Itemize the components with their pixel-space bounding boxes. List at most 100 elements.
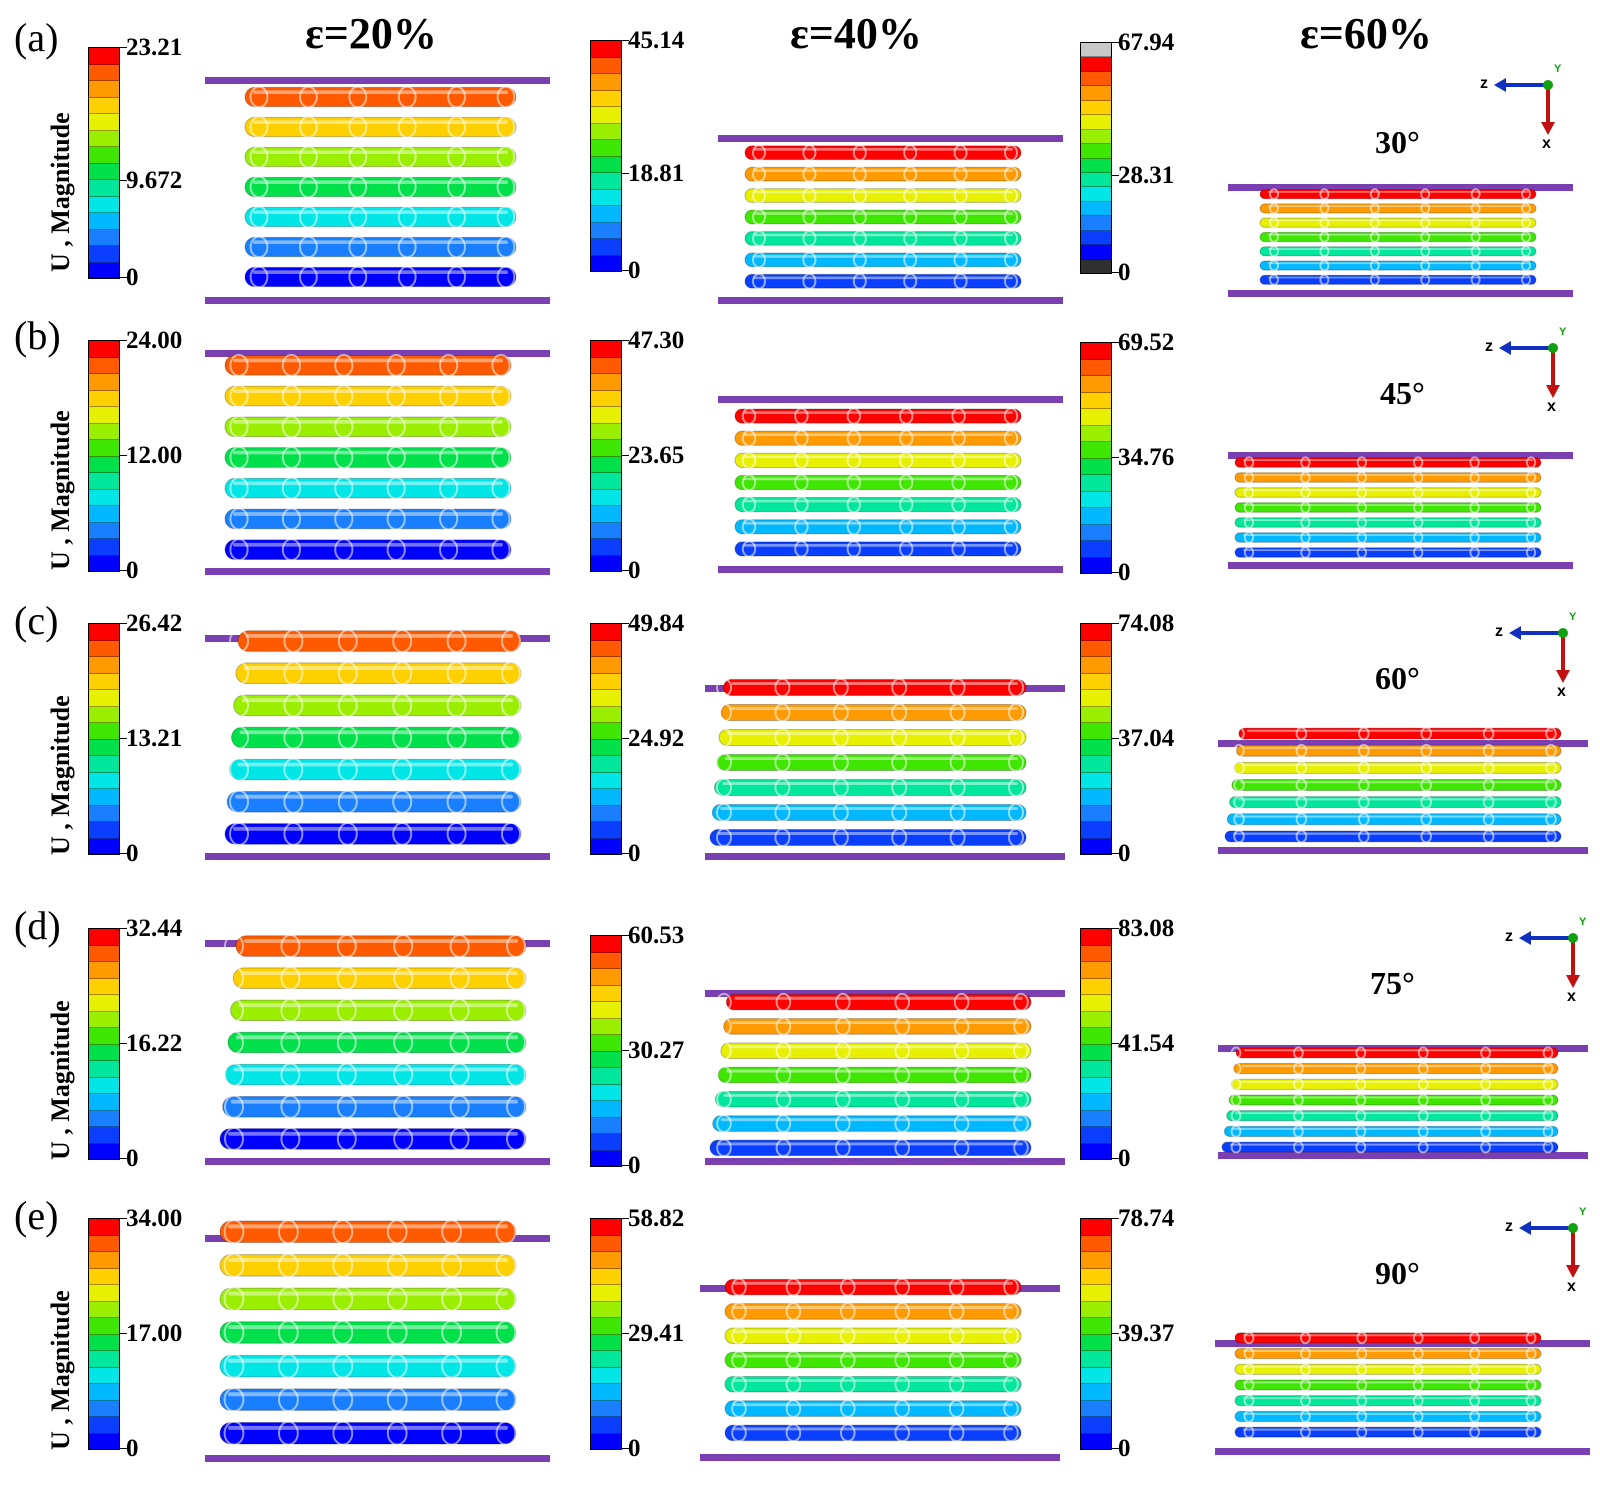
color-bar-segment bbox=[591, 140, 621, 157]
angle-label: 90° bbox=[1375, 1255, 1420, 1291]
strand-highlight bbox=[253, 270, 508, 274]
strand-loop bbox=[1469, 546, 1480, 559]
strand-highlight bbox=[1243, 489, 1533, 491]
strand-loop bbox=[949, 703, 966, 722]
strand-highlight bbox=[233, 450, 503, 455]
tick-label-mid: 17.00 bbox=[126, 1320, 183, 1347]
bottom-plate bbox=[705, 853, 1065, 860]
tick-label-min: 0 bbox=[628, 257, 641, 284]
color-bar-segment bbox=[591, 1252, 621, 1269]
strand-loop bbox=[1003, 496, 1019, 514]
strand bbox=[233, 694, 522, 717]
strand bbox=[224, 1063, 527, 1086]
tick-mark bbox=[1111, 1218, 1119, 1219]
strand bbox=[244, 176, 517, 198]
color-bar-segment bbox=[591, 805, 621, 822]
strand-loop bbox=[1003, 429, 1019, 447]
strand-loop bbox=[1356, 516, 1368, 529]
strand-loop bbox=[386, 415, 406, 439]
strand-loop bbox=[1269, 274, 1279, 286]
axis-label-y: Y bbox=[1579, 1206, 1587, 1218]
strand-loop bbox=[1356, 531, 1368, 544]
tick-label-min: 0 bbox=[1118, 559, 1131, 586]
strand-loop bbox=[281, 446, 302, 469]
strand-loop bbox=[1295, 812, 1308, 827]
strand-loop bbox=[1013, 1114, 1029, 1133]
color-bar-segment bbox=[591, 57, 621, 74]
strand-loop bbox=[1413, 516, 1424, 529]
strand bbox=[724, 1351, 1022, 1369]
strand-loop bbox=[386, 446, 406, 469]
color-bar bbox=[88, 1218, 120, 1450]
strand bbox=[235, 662, 522, 684]
color-bar-segment bbox=[89, 456, 119, 473]
strand bbox=[224, 477, 512, 499]
strand-loop bbox=[949, 803, 966, 822]
bottom-plate bbox=[1215, 1448, 1590, 1455]
strand-loop bbox=[334, 538, 354, 562]
strand-loop bbox=[1412, 1394, 1424, 1408]
strand bbox=[723, 1018, 1032, 1035]
strand-loop bbox=[439, 384, 459, 408]
strand-highlight bbox=[233, 358, 503, 363]
color-bar-segment bbox=[89, 690, 119, 707]
axis-triad: z x Y bbox=[1485, 326, 1595, 420]
color-bar-segment bbox=[89, 147, 119, 164]
strand-loop bbox=[752, 165, 766, 183]
strand-loop bbox=[1482, 795, 1495, 809]
strand-loop bbox=[840, 1375, 856, 1394]
strand-loop bbox=[894, 1138, 910, 1158]
color-bar-segment bbox=[591, 522, 621, 539]
strand-loop bbox=[1469, 1331, 1481, 1345]
color-bar-segment bbox=[1081, 805, 1111, 822]
strand-loop bbox=[495, 1387, 517, 1413]
strand-highlight bbox=[1243, 549, 1533, 551]
strand-highlight bbox=[1239, 1080, 1550, 1083]
color-bar-segment bbox=[1081, 1011, 1111, 1028]
strand-loop bbox=[1525, 486, 1537, 499]
strand bbox=[734, 519, 1022, 535]
strand-loop bbox=[336, 934, 357, 958]
strand-loop bbox=[439, 538, 459, 562]
tick-mark bbox=[1111, 457, 1119, 458]
x-axis-arrowhead bbox=[1566, 1265, 1580, 1278]
strand-loop bbox=[501, 629, 521, 653]
color-bar-segment bbox=[1081, 1094, 1111, 1111]
structure-render bbox=[1234, 456, 1542, 559]
strand-loop bbox=[348, 265, 368, 289]
strand-loop bbox=[1243, 501, 1255, 514]
color-bar-segment bbox=[89, 555, 119, 571]
strand-loop bbox=[1420, 216, 1431, 229]
strand-loop bbox=[1525, 501, 1537, 514]
tick-mark bbox=[1111, 853, 1119, 854]
color-bar-segment bbox=[591, 506, 621, 523]
strand-highlight bbox=[720, 1118, 1023, 1122]
color-bar-segment bbox=[591, 222, 621, 239]
strand-loop bbox=[835, 1065, 851, 1085]
strand-loop bbox=[1300, 1347, 1311, 1360]
strand-loop bbox=[891, 828, 908, 847]
strand-loop bbox=[835, 1017, 851, 1036]
strand-loop bbox=[336, 1094, 357, 1119]
strand bbox=[1234, 1363, 1542, 1375]
strand-loop bbox=[1369, 274, 1380, 286]
color-bar bbox=[590, 935, 622, 1167]
strand bbox=[1238, 727, 1562, 740]
strand bbox=[224, 385, 512, 407]
strand-loop bbox=[794, 540, 809, 558]
strand bbox=[1234, 532, 1542, 543]
strand bbox=[219, 1421, 517, 1445]
strand-highlight bbox=[743, 411, 1013, 414]
strand-loop bbox=[1469, 531, 1480, 544]
strand-loop bbox=[1356, 1394, 1368, 1408]
axis-triad-icon bbox=[1499, 341, 1560, 398]
color-bar-segment bbox=[1081, 723, 1111, 740]
strand-highlight bbox=[1244, 1049, 1550, 1052]
deformed-structure bbox=[1225, 1330, 1555, 1440]
column-header-20: ε=20% bbox=[305, 9, 437, 58]
strand bbox=[230, 999, 527, 1022]
strand-loop bbox=[1243, 531, 1255, 544]
color-bar-segment bbox=[591, 473, 621, 490]
strand-highlight bbox=[1232, 1127, 1550, 1130]
strand-loop bbox=[1013, 1017, 1029, 1036]
